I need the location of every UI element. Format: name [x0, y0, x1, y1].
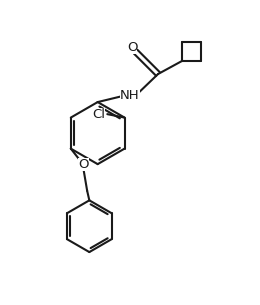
Text: NH: NH	[120, 89, 140, 102]
Text: O: O	[127, 41, 137, 54]
Text: Cl: Cl	[92, 108, 105, 121]
Text: O: O	[79, 159, 89, 171]
